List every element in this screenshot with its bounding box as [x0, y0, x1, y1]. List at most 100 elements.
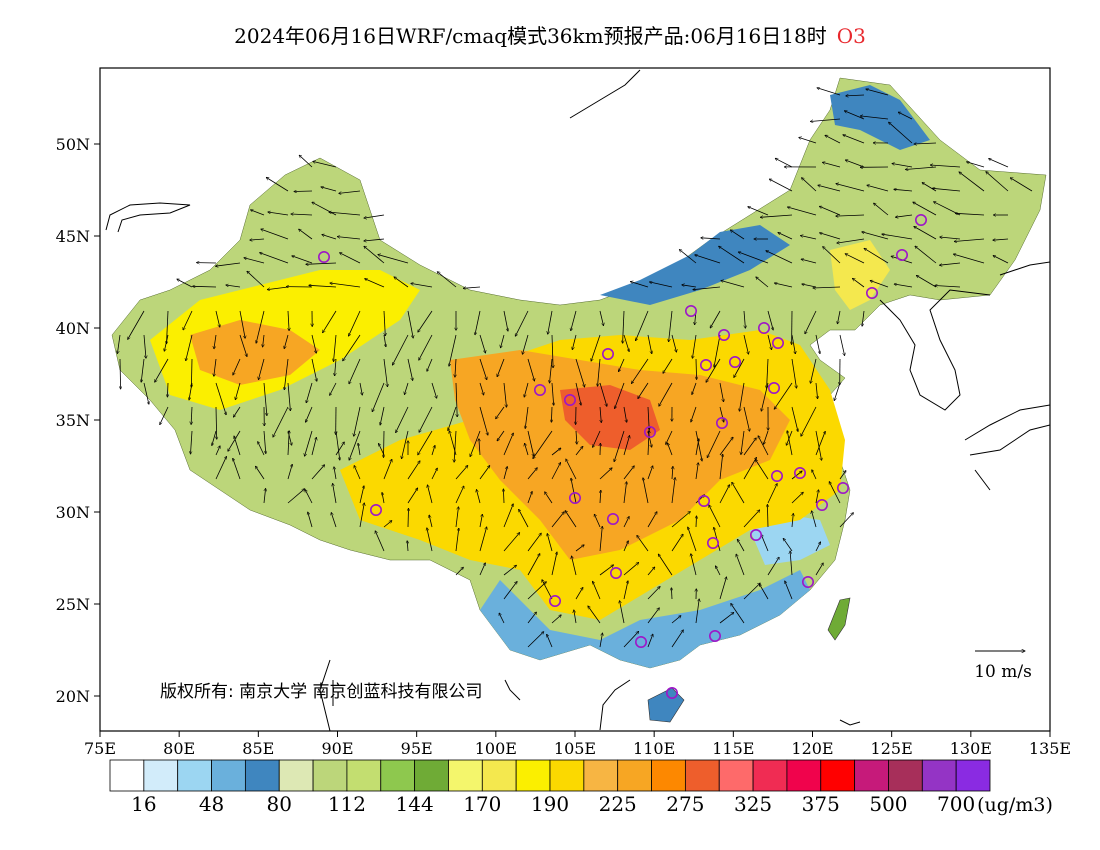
wind-arrow	[524, 382, 529, 397]
wind-arrow	[427, 528, 433, 552]
wind-arrow	[666, 430, 673, 445]
wind-arrow	[815, 542, 821, 552]
wind-arrow	[623, 436, 630, 456]
colorbar-label: 16	[131, 792, 156, 816]
wind-arrow	[479, 466, 490, 480]
wind-arrow	[522, 334, 529, 354]
wind-arrow	[215, 310, 220, 327]
wind-arrow	[334, 334, 337, 362]
wind-arrow	[867, 185, 889, 192]
wind-arrow	[905, 166, 937, 170]
wind-arrow	[647, 587, 660, 600]
colorbar-swatch	[448, 759, 483, 792]
wind-arrow	[813, 287, 841, 288]
wind-arrow	[913, 202, 937, 216]
wind-arrow	[695, 463, 698, 480]
copyright-text: 版权所有: 南京大学 南京创蓝科技有限公司	[160, 682, 483, 702]
wind-arrow	[234, 436, 241, 456]
wind-arrow	[288, 310, 289, 331]
wind-arrow	[359, 486, 364, 504]
wind-arrow	[829, 482, 841, 504]
wind-arrow	[812, 511, 817, 528]
wind-arrow	[449, 334, 457, 366]
wind-arrow	[239, 334, 247, 357]
sea-coast-north	[569, 69, 641, 119]
lon-tick-label: 105E	[554, 739, 596, 758]
wind-arrow	[815, 563, 823, 576]
wind-arrow	[805, 310, 817, 334]
wind-arrow	[819, 206, 841, 216]
wind-arrow	[287, 489, 305, 504]
colorbar-label: 325	[734, 792, 772, 816]
wind-arrow	[692, 334, 697, 358]
wind-arrow	[764, 430, 769, 444]
wind-arrow	[287, 382, 290, 411]
high-zone-central	[450, 350, 790, 560]
wind-arrow	[672, 466, 673, 480]
city-marker	[767, 381, 780, 394]
wind-arrow	[599, 565, 614, 576]
wind-arrow	[455, 528, 459, 552]
wind-arrow	[619, 358, 625, 372]
wind-arrow	[191, 430, 193, 454]
wind-arrow	[691, 406, 697, 422]
wind-arrow	[783, 538, 793, 552]
wind-arrow	[128, 310, 145, 340]
wind-arrow	[647, 466, 653, 480]
wind-arrow	[636, 310, 649, 341]
wind-arrow	[637, 535, 649, 552]
colorbar-swatch	[211, 759, 246, 792]
wind-arrow	[329, 212, 361, 216]
wind-arrow	[364, 246, 385, 264]
wind-arrow	[743, 510, 760, 528]
wind-arrow	[455, 358, 456, 377]
wind-arrow	[141, 358, 145, 382]
wind-arrow	[233, 406, 241, 417]
wind-arrow	[311, 334, 316, 353]
wind-arrow	[216, 406, 217, 439]
wind-arrow	[715, 566, 721, 576]
wind-arrow	[810, 118, 841, 122]
colorbar-legend	[109, 759, 991, 792]
wind-arrow	[953, 254, 985, 264]
city-marker	[836, 481, 849, 494]
wind-arrow	[330, 283, 361, 288]
wind-arrow	[527, 468, 537, 480]
lat-tick-label: 30N	[56, 503, 90, 522]
wind-arrow	[759, 584, 769, 600]
colorbar-swatch	[244, 759, 280, 792]
wind-arrow	[882, 234, 913, 240]
wind-arrow	[874, 203, 889, 216]
wind-arrow	[993, 256, 1009, 264]
wind-arrow	[394, 277, 409, 288]
wind-arrow	[767, 310, 773, 330]
wind-arrow	[839, 513, 854, 528]
colorbar-swatch	[684, 759, 720, 792]
wind-arrow	[743, 583, 760, 600]
wind-arrow	[743, 457, 757, 480]
wind-arrow	[335, 442, 344, 456]
colorbar-swatch	[854, 759, 889, 792]
wind-arrow	[741, 430, 745, 455]
wind-arrow	[738, 252, 769, 264]
wind-arrow	[337, 237, 361, 240]
wind-arrow	[659, 382, 673, 406]
wind-arrow	[294, 191, 313, 192]
wind-arrow	[418, 430, 433, 455]
wind-arrow	[696, 358, 697, 380]
wind-arrow	[431, 468, 437, 480]
wind-arrow	[419, 406, 433, 432]
wind-arrow	[839, 471, 846, 480]
wind-arrow	[836, 184, 865, 192]
colorbar-label: 225	[599, 792, 637, 816]
colorbar-label: 144	[396, 792, 434, 816]
wind-arrow	[431, 382, 437, 398]
wind-arrow	[744, 310, 745, 328]
wind-arrow	[989, 159, 1009, 168]
wind-arrow	[306, 382, 313, 403]
wind-arrow	[384, 430, 385, 458]
wind-arrow	[588, 606, 601, 624]
colorbar-swatch	[481, 759, 517, 792]
wind-arrow	[407, 488, 418, 504]
wind-arrow	[193, 286, 217, 287]
